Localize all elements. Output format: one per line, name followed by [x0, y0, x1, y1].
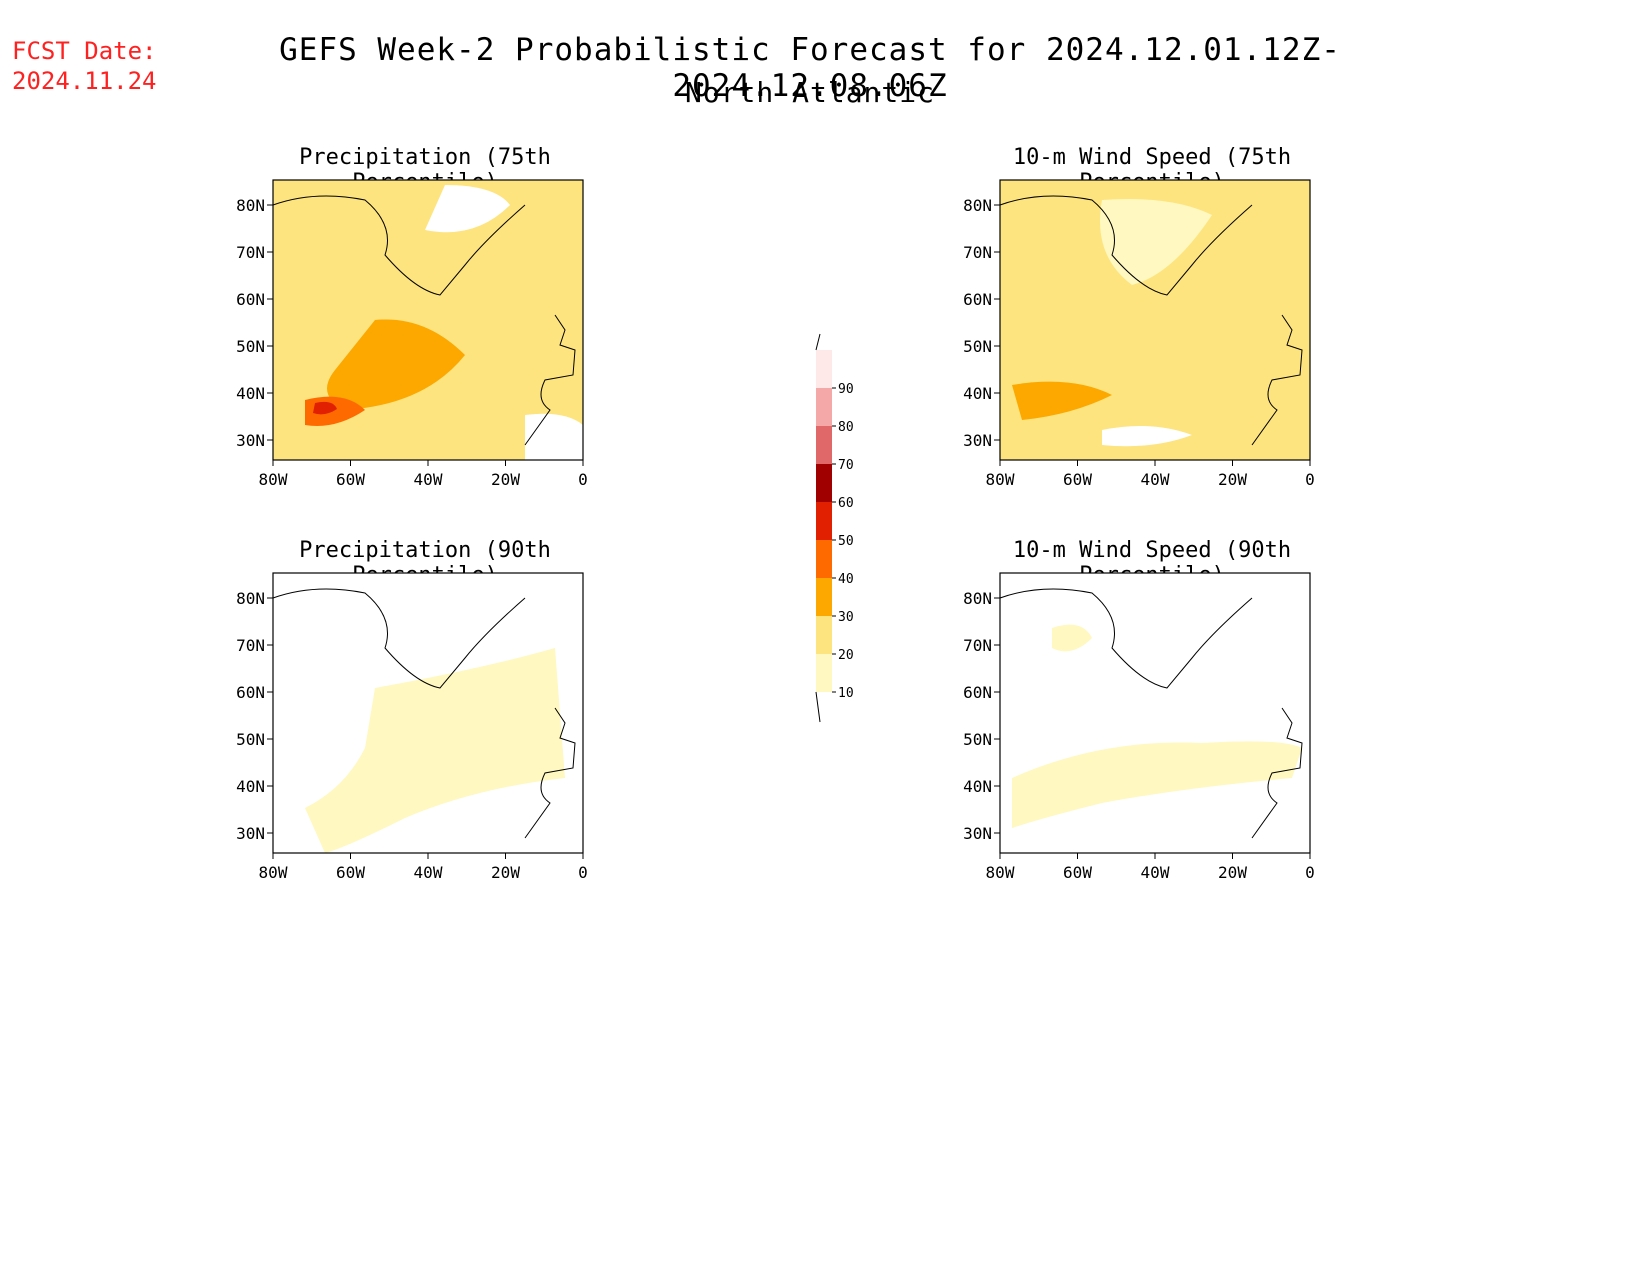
lon-tick-label: 40W	[414, 470, 443, 489]
colorbar-segment	[816, 616, 832, 654]
lon-tick-label: 0	[1305, 470, 1315, 489]
coastline	[999, 195, 1253, 296]
field-mid	[327, 319, 465, 410]
field-low-2	[1102, 426, 1192, 447]
fcst-date-value: 2024.11.24	[12, 67, 157, 95]
field-low	[425, 185, 510, 233]
lat-tick-label: 50N	[236, 730, 265, 749]
coastline	[272, 195, 526, 296]
map-wind-90: 80N 70N 60N 50N 40N 30N 80W 60W 40W 20W 0	[963, 572, 1315, 882]
lon-tick-label: 0	[578, 470, 588, 489]
lon-tick-label: 60W	[336, 863, 365, 882]
lat-tick-label: 80N	[963, 589, 992, 608]
colorbar-label: 30	[838, 610, 854, 625]
colorbar: 10 20 30 40 50 60 70 80 90	[815, 333, 854, 723]
lat-tick-label: 40N	[236, 384, 265, 403]
coastline	[999, 588, 1253, 689]
field-low-2	[525, 413, 583, 460]
fcst-date-block: FCST Date: 2024.11.24	[12, 36, 157, 96]
colorbar-label: 10	[838, 686, 854, 701]
field-low	[1012, 741, 1302, 828]
lat-tick-label: 30N	[963, 824, 992, 843]
lon-tick-label: 20W	[1218, 863, 1247, 882]
lat-tick-label: 70N	[963, 243, 992, 262]
map-precip-75: 80N 70N 60N 50N 40N 30N 80W 60W 40W 20W 0	[236, 179, 588, 489]
colorbar-label: 50	[838, 534, 854, 549]
lat-tick-label: 30N	[236, 431, 265, 450]
coastline-europe	[524, 314, 576, 446]
colorbar-label: 90	[838, 382, 854, 397]
field-low-2	[1052, 624, 1092, 652]
lat-tick-label: 50N	[963, 730, 992, 749]
colorbar-segment	[816, 388, 832, 426]
lat-tick-label: 30N	[963, 431, 992, 450]
lat-tick-label: 40N	[236, 777, 265, 796]
lat-tick-label: 30N	[236, 824, 265, 843]
page-title: GEFS Week-2 Probabilistic Forecast for 2…	[279, 32, 1341, 104]
panel-wind-90: 10-m Wind Speed (90th Percentile) 80N70N…	[952, 538, 1352, 898]
lat-tick-label: 60N	[963, 683, 992, 702]
field-mid	[1012, 381, 1112, 420]
lon-tick-label: 0	[578, 863, 588, 882]
colorbar-segment	[816, 654, 832, 692]
coastline-europe	[1251, 314, 1303, 446]
colorbar-segment	[816, 502, 832, 540]
coastline-europe	[524, 707, 576, 839]
lon-tick-label: 0	[1305, 863, 1315, 882]
lon-tick-label: 60W	[1063, 863, 1092, 882]
lon-tick-label: 20W	[491, 863, 520, 882]
colorbar-label: 20	[838, 648, 854, 663]
lat-tick-label: 60N	[963, 290, 992, 309]
colorbar-ends	[815, 333, 821, 723]
lon-tick-label: 80W	[259, 863, 288, 882]
lon-tick-label: 20W	[1218, 470, 1247, 489]
lat-tick-label: 50N	[963, 337, 992, 356]
region-title: North Atlantic	[684, 76, 935, 109]
colorbar-label: 60	[838, 496, 854, 511]
lon-tick-label: 80W	[986, 470, 1015, 489]
coastline	[272, 588, 526, 689]
lon-tick-label: 20W	[491, 470, 520, 489]
colorbar-segment	[816, 464, 832, 502]
lon-tick-label: 40W	[1141, 863, 1170, 882]
lat-tick-label: 80N	[236, 589, 265, 608]
map-wind-75: 80N 70N 60N 50N 40N 30N 80W 60W 40W 20W 0	[963, 179, 1315, 489]
colorbar-segment	[816, 578, 832, 616]
colorbar-label: 40	[838, 572, 854, 587]
lat-tick-label: 40N	[963, 777, 992, 796]
lat-tick-label: 70N	[236, 243, 265, 262]
lat-tick-label: 70N	[963, 636, 992, 655]
colorbar-segment	[816, 426, 832, 464]
field-low	[305, 648, 565, 853]
colorbar-label: 70	[838, 458, 854, 473]
lat-tick-label: 60N	[236, 683, 265, 702]
map-precip-90: 80N 70N 60N 50N 40N 30N 80W 60W 40W 20W 0	[236, 572, 588, 882]
lat-tick-label: 60N	[236, 290, 265, 309]
lat-tick-label: 70N	[236, 636, 265, 655]
lon-tick-label: 40W	[1141, 470, 1170, 489]
lon-tick-label: 80W	[986, 863, 1015, 882]
panel-wind-75: 10-m Wind Speed (75th Percentile) 80N70N…	[952, 145, 1352, 505]
field-low	[1100, 199, 1212, 285]
lat-tick-label: 50N	[236, 337, 265, 356]
lat-tick-label: 40N	[963, 384, 992, 403]
lon-tick-label: 60W	[1063, 470, 1092, 489]
colorbar-segment	[816, 540, 832, 578]
colorbar-label: 80	[838, 420, 854, 435]
lat-tick-label: 80N	[963, 196, 992, 215]
coastline-europe	[1251, 707, 1303, 839]
lat-tick-label: 80N	[236, 196, 265, 215]
fcst-date-label: FCST Date:	[12, 37, 157, 65]
panel-precip-90: Precipitation (90th Percentile) 80N70N60…	[225, 538, 625, 898]
lon-tick-label: 40W	[414, 863, 443, 882]
lon-tick-label: 80W	[259, 470, 288, 489]
lon-tick-label: 60W	[336, 470, 365, 489]
field-peak	[313, 401, 337, 415]
colorbar-segment	[816, 350, 832, 388]
panel-precip-75: Precipitation (75th Percentile) 80N70N60…	[225, 145, 625, 505]
